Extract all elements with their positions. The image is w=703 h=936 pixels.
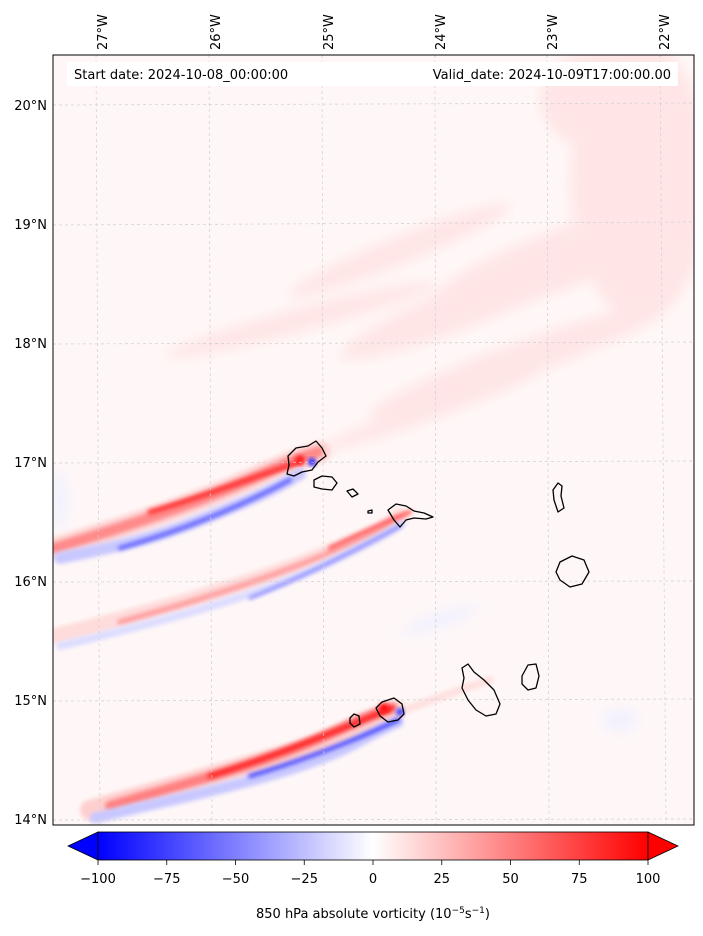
lon-label-26w: 26°W — [209, 14, 224, 50]
lat-label-16n: 16°N — [14, 575, 47, 590]
lon-label-22w: 22°W — [658, 14, 673, 50]
colorbar-tick-label: −25 — [291, 872, 318, 887]
longitude-labels: 27°W 26°W 25°W 24°W 23°W 22°W — [96, 14, 673, 50]
colorbar-tick-label: 100 — [636, 872, 661, 887]
info-banner — [67, 62, 678, 86]
lat-label-20n: 20°N — [14, 99, 47, 114]
island-sao-nicolau — [387, 503, 434, 528]
island-brava — [349, 713, 361, 728]
colorbar-body — [97, 831, 649, 861]
island-santo-antao — [286, 440, 327, 477]
background-negative-patches — [53, 470, 638, 732]
lon-label-23w: 23°W — [546, 14, 561, 50]
coastlines — [286, 440, 590, 728]
lat-label-17n: 17°N — [14, 456, 47, 471]
island-fogo — [375, 697, 405, 723]
island-santa-luzia — [346, 488, 359, 498]
colorbar-extend-left — [67, 831, 99, 861]
island-sal — [552, 482, 565, 513]
island-razo — [367, 509, 373, 514]
island-boa-vista — [555, 555, 590, 588]
colorbar-tick-label: −75 — [153, 872, 180, 887]
island-sao-vicente — [313, 475, 338, 491]
colorbar-tick-label: 25 — [433, 872, 450, 887]
colorbar-tick-label: 0 — [369, 872, 377, 887]
lat-label-19n: 19°N — [14, 218, 47, 233]
santo-antao-hotspot — [295, 455, 305, 465]
colorbar-tick-label: 75 — [571, 872, 588, 887]
map-frame — [52, 54, 695, 826]
valid-date-label: Valid_date: 2024-10-09T17:00:00.00 — [433, 68, 671, 83]
latitude-labels: 20°N 19°N 18°N 17°N 16°N 15°N 14°N — [14, 99, 47, 828]
fogo-hotspot — [379, 703, 389, 713]
lat-label-14n: 14°N — [14, 813, 47, 828]
island-santiago — [461, 663, 501, 717]
colorbar: −100 −75 −50 −25 0 25 50 75 100 850 hPa absolute… — [67, 831, 679, 922]
lat-label-15n: 15°N — [14, 694, 47, 709]
lon-label-24w: 24°W — [434, 14, 449, 50]
start-date-label: Start date: 2024-10-08_00:00:00 — [74, 68, 288, 83]
gridlines — [53, 55, 694, 825]
colorbar-extend-right — [647, 831, 679, 861]
wake-fogo-negative — [89, 716, 404, 824]
island-maio — [521, 663, 540, 691]
colorbar-tick-label: −50 — [222, 872, 249, 887]
colorbar-ticks: −100 −75 −50 −25 0 25 50 75 100 — [80, 860, 660, 887]
lat-label-18n: 18°N — [14, 337, 47, 352]
colorbar-tick-label: 50 — [502, 872, 519, 887]
lon-label-27w: 27°W — [96, 14, 111, 50]
colorbar-tick-label: −100 — [80, 872, 116, 887]
colorbar-label: 850 hPa absolute vorticity (10−5s−1) — [256, 906, 490, 922]
lon-label-25w: 25°W — [322, 14, 337, 50]
wake-sao-nicolau — [53, 508, 412, 650]
